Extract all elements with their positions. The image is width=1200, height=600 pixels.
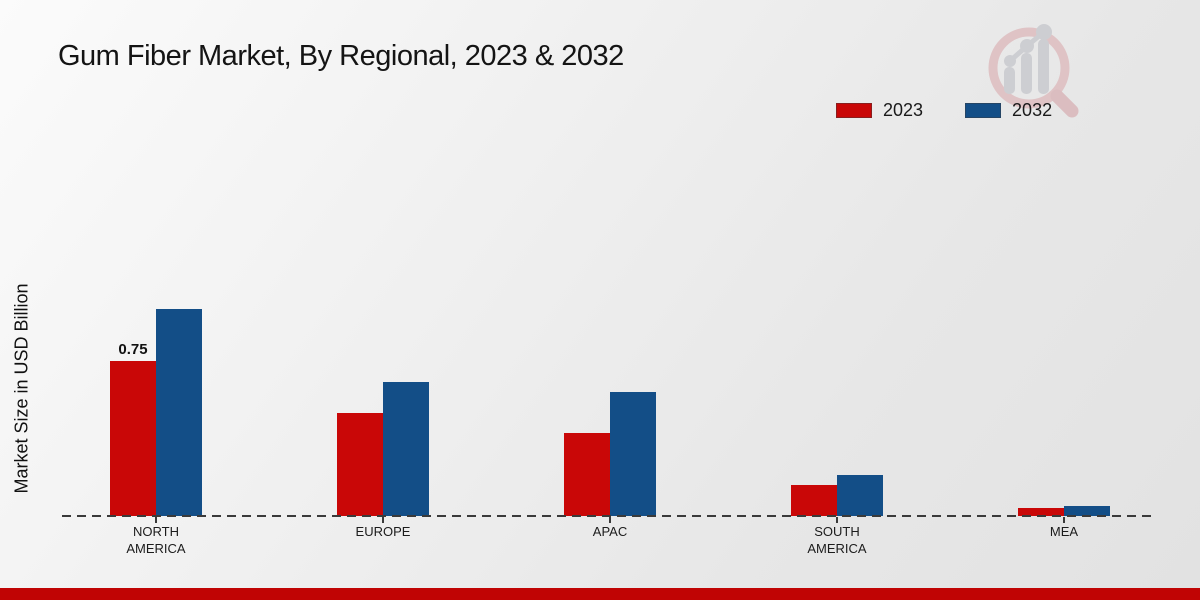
category-label-apac: APAC [592,524,628,539]
bar-2032-mea [1064,506,1110,516]
bar-2023-apac [564,433,610,516]
legend-label: 2023 [883,100,924,120]
legend-swatch-icon [836,103,872,118]
axis-tick-south-america [836,517,838,523]
data-label-north-america-2023: 0.75 [118,341,148,358]
bar-2023-mea [1018,508,1064,516]
axis-tick-europe [382,517,384,523]
category-label-europe: EUROPE [355,524,411,539]
axis-tick-mea [1063,517,1065,523]
legend: 2023 2032 [836,100,1052,121]
bar-2032-europe [383,382,429,516]
bar-2023-south-america [791,485,837,516]
chart-title: Gum Fiber Market, By Regional, 2023 & 20… [58,40,624,72]
bar-2023-north-america [110,361,156,516]
bar-2032-north-america [156,309,202,516]
legend-item-2023: 2023 [836,100,923,121]
category-label-south-america: SOUTH AMERICA [807,524,867,556]
bar-2032-apac [610,392,656,516]
legend-item-2032: 2032 [965,100,1052,121]
axis-tick-north-america [155,517,157,523]
legend-label: 2032 [1012,100,1053,120]
category-label-north-america: NORTH AMERICA [126,524,186,556]
footer-band [0,588,1200,600]
category-label-mea: MEA [1049,524,1079,539]
x-axis-baseline [62,515,1155,517]
bar-2032-south-america [837,475,883,516]
watermark-logo-icon [988,24,1079,118]
legend-swatch-icon [965,103,1002,118]
bar-2023-europe [337,413,383,516]
axis-tick-apac [609,517,611,523]
